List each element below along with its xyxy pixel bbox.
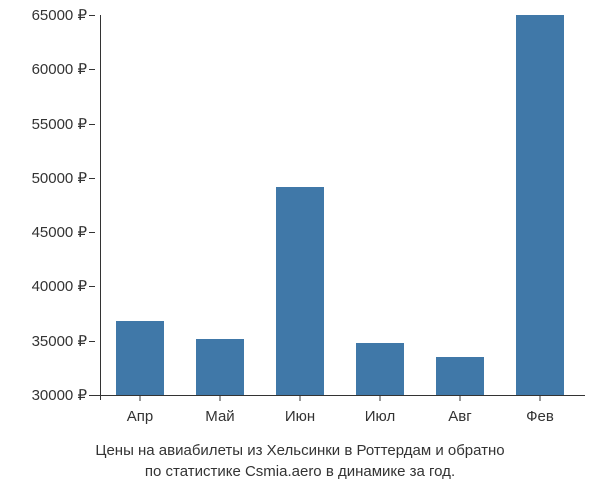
bar xyxy=(116,321,164,395)
x-tick-label: Июл xyxy=(365,408,395,425)
x-tick-label: Авг xyxy=(448,408,471,425)
y-tick-label: 65000 ₽ xyxy=(32,6,87,24)
bar xyxy=(356,343,404,395)
y-tick-mark xyxy=(89,232,95,233)
price-chart: 30000 ₽ 35000 ₽ 40000 ₽ 45000 ₽ 50000 ₽ 55000… xyxy=(0,0,600,500)
caption-line-2: по статистике Csmia.aero в динамике за г… xyxy=(145,463,455,480)
y-tick-label: 50000 ₽ xyxy=(32,169,87,187)
x-tick-mark xyxy=(540,395,541,401)
y-tick-label: 45000 ₽ xyxy=(32,223,87,241)
y-tick-label: 40000 ₽ xyxy=(32,277,87,295)
x-tick-label: Фев xyxy=(526,408,554,425)
x-tick-mark xyxy=(300,395,301,401)
y-axis: 30000 ₽35000 ₽40000 ₽45000 ₽50000 ₽55000… xyxy=(0,15,95,395)
x-axis: Апр Май Июн Июл Авг Фев xyxy=(100,400,580,430)
y-tick-mark xyxy=(89,124,95,125)
y-tick-label: 55000 ₽ xyxy=(32,115,87,133)
x-tick-mark xyxy=(460,395,461,401)
x-tick-mark xyxy=(380,395,381,401)
bar xyxy=(196,339,244,395)
x-axis-line xyxy=(95,395,585,396)
chart-caption: Цены на авиабилеты из Хельсинки в Роттер… xyxy=(0,440,600,482)
x-tick-label: Июн xyxy=(285,408,315,425)
y-tick-label: 30000 ₽ xyxy=(32,386,87,404)
bar xyxy=(276,187,324,395)
y-tick-label: 35000 ₽ xyxy=(32,332,87,350)
y-tick-mark xyxy=(89,15,95,16)
caption-line-1: Цены на авиабилеты из Хельсинки в Роттер… xyxy=(95,442,504,459)
bar xyxy=(436,357,484,395)
x-tick-label: Май xyxy=(205,408,234,425)
x-tick-mark xyxy=(140,395,141,401)
y-tick-label: 60000 ₽ xyxy=(32,60,87,78)
bar xyxy=(516,15,564,395)
plot-area xyxy=(100,15,580,395)
x-tick-mark xyxy=(220,395,221,401)
y-tick-mark xyxy=(89,341,95,342)
x-tick-label: Апр xyxy=(127,408,153,425)
y-tick-mark xyxy=(89,286,95,287)
y-tick-mark xyxy=(89,69,95,70)
y-tick-mark xyxy=(89,178,95,179)
y-tick-mark xyxy=(89,395,95,396)
